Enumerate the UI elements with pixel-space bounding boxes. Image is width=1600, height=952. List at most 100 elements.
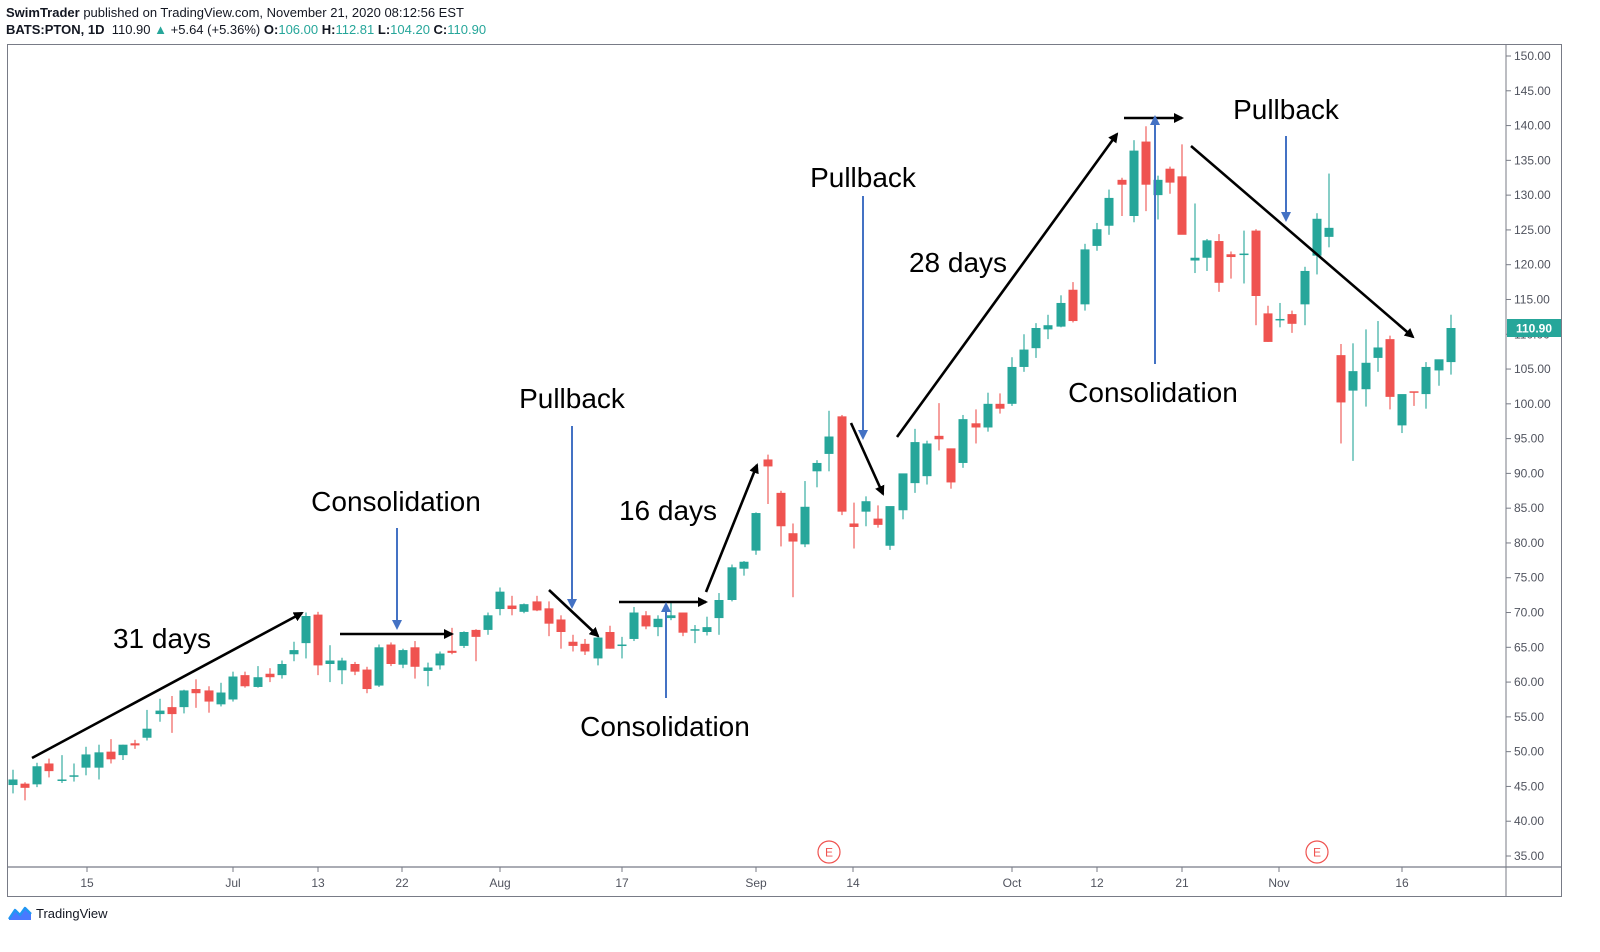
annotation-texts: 31 days Consolidation Pullback 16 days Conso… bbox=[113, 94, 1340, 742]
trend-arrow bbox=[849, 422, 885, 496]
candle-body bbox=[532, 601, 542, 611]
candle bbox=[471, 629, 481, 662]
candle-body bbox=[1397, 394, 1407, 426]
candle-body bbox=[739, 561, 749, 569]
annotation-label: Consolidation bbox=[580, 711, 750, 742]
candle bbox=[32, 762, 42, 788]
candle-body bbox=[1190, 257, 1200, 261]
candle-body bbox=[1421, 366, 1431, 395]
price-tick-label: 35.00 bbox=[1514, 849, 1544, 863]
candle bbox=[167, 696, 177, 733]
candle-body bbox=[459, 632, 469, 646]
candle-body bbox=[277, 664, 287, 676]
candle-body bbox=[580, 643, 590, 652]
candles bbox=[8, 126, 1456, 801]
candle-body bbox=[934, 435, 944, 440]
candle-body bbox=[265, 673, 275, 678]
footer-brand[interactable]: TradingView bbox=[8, 905, 108, 921]
high-label: H: bbox=[321, 22, 336, 37]
author-name[interactable]: SwimTrader bbox=[6, 5, 80, 20]
price-axis[interactable]: 150.00 145.00 140.00 135.00 130.00 125.00 120.… bbox=[1505, 44, 1551, 896]
candle-body bbox=[1165, 168, 1175, 183]
candle bbox=[1287, 310, 1297, 333]
candle bbox=[1409, 391, 1419, 406]
candle-body bbox=[191, 689, 201, 694]
price-tick-label: 90.00 bbox=[1514, 466, 1544, 480]
candle bbox=[971, 409, 981, 444]
candle-body bbox=[1092, 229, 1102, 246]
candle bbox=[398, 648, 408, 669]
candle-body bbox=[447, 650, 457, 653]
candle-body bbox=[253, 677, 263, 687]
candle-body bbox=[435, 653, 445, 666]
candle-body bbox=[155, 710, 165, 715]
candle-body bbox=[301, 616, 311, 644]
candle bbox=[1348, 343, 1358, 461]
candle-body bbox=[204, 690, 214, 702]
candle bbox=[1421, 362, 1431, 409]
candle-body bbox=[374, 647, 384, 686]
candle-body bbox=[1361, 362, 1371, 390]
candle bbox=[69, 763, 79, 782]
trend-arrow bbox=[1190, 145, 1415, 339]
candle bbox=[568, 634, 578, 652]
price-tick-label: 55.00 bbox=[1514, 710, 1544, 724]
annotation-label: 16 days bbox=[619, 495, 717, 526]
time-tick-label: 16 bbox=[1395, 876, 1409, 890]
candle bbox=[423, 662, 433, 687]
candle bbox=[861, 496, 871, 527]
annotation-label: Consolidation bbox=[311, 486, 481, 517]
candle bbox=[8, 769, 18, 794]
candle bbox=[1373, 321, 1383, 372]
candle-body bbox=[629, 612, 639, 639]
candle bbox=[1300, 266, 1310, 326]
candle-body bbox=[57, 779, 67, 781]
candle bbox=[1043, 314, 1053, 340]
candle bbox=[690, 625, 700, 644]
candle bbox=[800, 481, 810, 548]
candle-body bbox=[1226, 254, 1236, 258]
time-tick-label: 21 bbox=[1175, 876, 1189, 890]
candle bbox=[958, 414, 968, 468]
candle-body bbox=[495, 591, 505, 610]
candle-body bbox=[130, 743, 140, 746]
trend-arrow bbox=[548, 589, 600, 638]
candle bbox=[495, 587, 505, 616]
candle bbox=[727, 564, 737, 602]
candle bbox=[1434, 359, 1444, 386]
candle bbox=[362, 666, 372, 694]
time-axis[interactable]: 15 Jul 13 22 Aug 17 Sep 14 Oct 12 21 Nov 16 bbox=[7, 866, 1562, 890]
earnings-marker[interactable]: E bbox=[1305, 840, 1329, 864]
candle bbox=[337, 657, 347, 685]
candle-body bbox=[922, 443, 932, 477]
candle-body bbox=[898, 473, 908, 511]
candle-body bbox=[910, 442, 920, 484]
candle-body bbox=[94, 752, 104, 768]
candle-body bbox=[983, 403, 993, 428]
trend-arrow bbox=[704, 463, 759, 593]
candle-body bbox=[1434, 359, 1444, 371]
candle bbox=[301, 612, 311, 659]
candle-body bbox=[776, 492, 786, 527]
earnings-marker[interactable]: E bbox=[817, 840, 841, 864]
candle bbox=[617, 636, 627, 659]
candle bbox=[910, 428, 920, 493]
last-price-tag: 110.90 bbox=[1507, 319, 1561, 337]
candle bbox=[1141, 126, 1151, 212]
price-tick-label: 100.00 bbox=[1514, 397, 1551, 411]
candle-body bbox=[1275, 318, 1285, 321]
candle-body bbox=[641, 615, 651, 627]
price-tick-label: 85.00 bbox=[1514, 501, 1544, 515]
candle-body bbox=[800, 506, 810, 545]
candle bbox=[216, 682, 226, 707]
candle-body bbox=[1263, 313, 1273, 342]
time-tick-label: 12 bbox=[1090, 876, 1104, 890]
chart-frame[interactable] bbox=[7, 44, 1562, 897]
candle bbox=[1446, 314, 1456, 375]
close-label: C: bbox=[433, 22, 448, 37]
time-tick-label: 22 bbox=[395, 876, 409, 890]
candle-body bbox=[1007, 366, 1017, 404]
annotation-label: Consolidation bbox=[1068, 377, 1238, 408]
